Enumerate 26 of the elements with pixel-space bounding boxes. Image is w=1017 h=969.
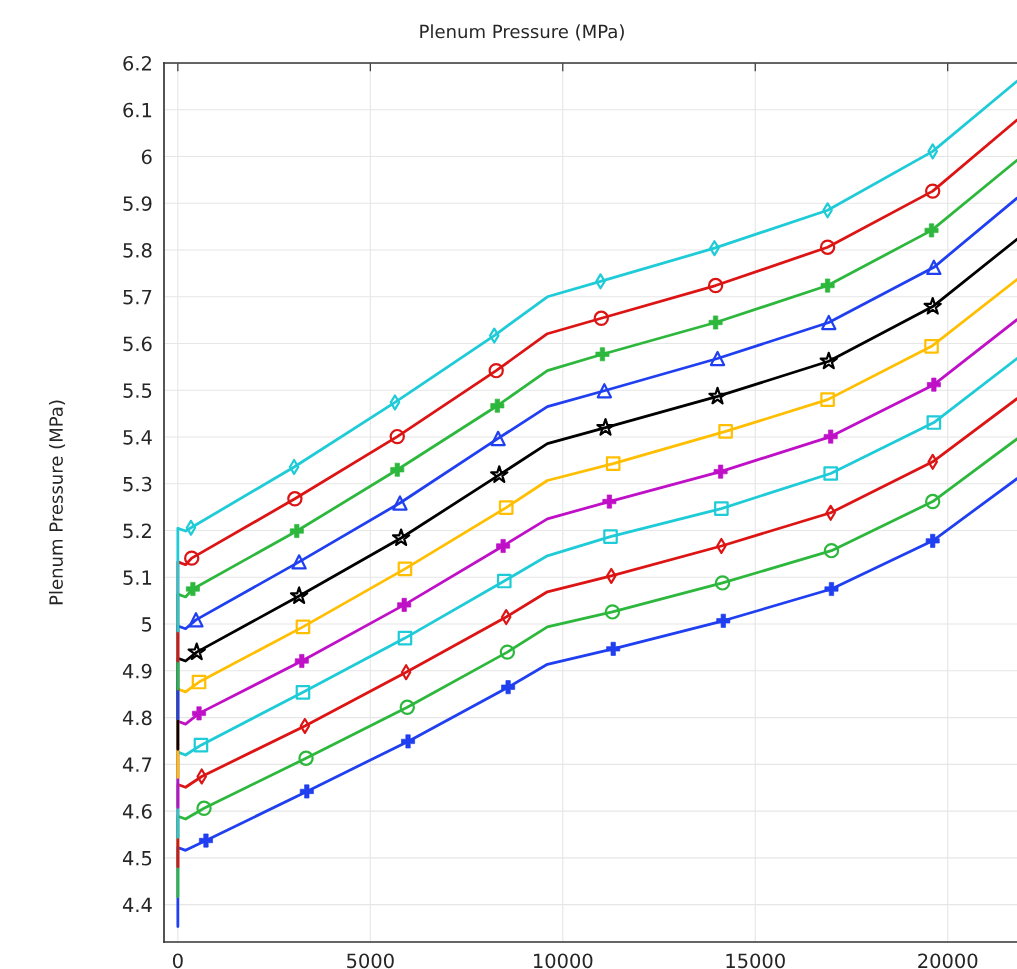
y-tick-label: 4.9	[122, 663, 152, 679]
y-tick-label: 5.5	[123, 383, 152, 398]
x-tick-label: 20000	[918, 953, 978, 969]
y-tick-label: 5.3	[123, 476, 152, 492]
y-tick-label: 4.7	[122, 757, 152, 772]
y-axis-title: Plenum Pressure (MPa)	[48, 400, 66, 605]
y-tick-label: 6.1	[123, 102, 152, 118]
x-tick-label: 10000	[533, 953, 593, 969]
y-tick-label: 5.7	[123, 289, 152, 305]
y-tick-label: 4.6	[122, 804, 152, 819]
y-tick-label: 4.4	[122, 897, 152, 912]
chart-title: Plenum Pressure (MPa)	[420, 24, 624, 41]
y-tick-label: 5.2	[123, 523, 151, 539]
y-tick-label: 6.2	[123, 55, 151, 71]
y-tick-label: 5.4	[123, 430, 152, 445]
y-tick-label: 6	[141, 149, 152, 165]
x-tick-label: 15000	[726, 953, 785, 969]
y-tick-label: 4.5	[122, 851, 152, 866]
y-tick-label: 5.6	[123, 336, 152, 352]
y-tick-label: 5.9	[123, 196, 152, 211]
y-tick-label: 4.8	[122, 710, 152, 726]
x-tick-label: 0	[172, 953, 183, 969]
y-tick-label: 5	[142, 617, 152, 632]
y-tick-label: 5.1	[123, 570, 152, 585]
y-tick-label: 5.8	[123, 242, 152, 258]
x-tick-label: 5000	[347, 953, 394, 969]
